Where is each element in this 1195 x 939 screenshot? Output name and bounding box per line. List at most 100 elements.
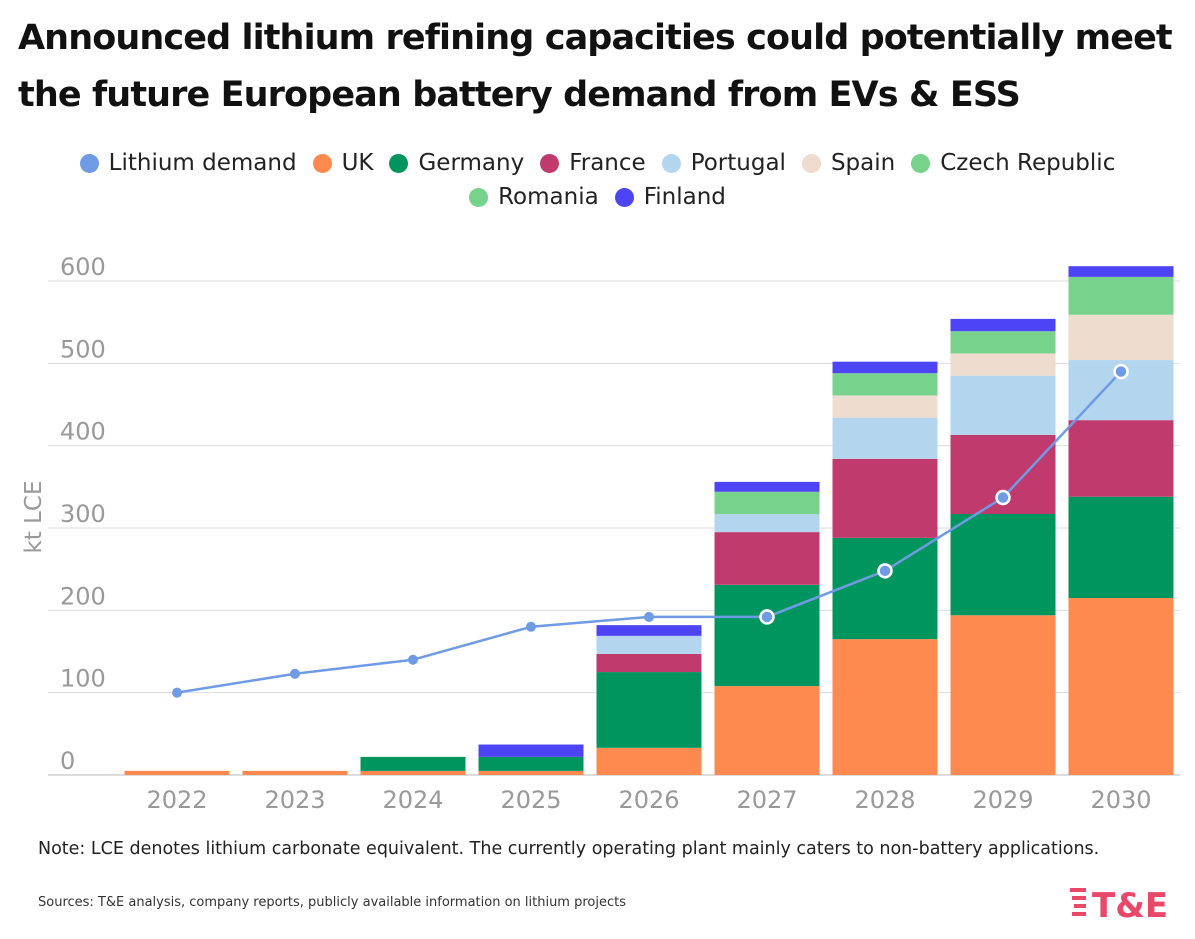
logo-stripes-icon <box>1070 888 1086 916</box>
y-tick-label-0: 0 <box>60 747 75 775</box>
bar-uk-2024 <box>360 770 466 775</box>
bar-germany-2027 <box>714 584 820 687</box>
axes: 0 100 200 300 400 500 600 kt LCE 2022 2023 2024 202… <box>21 253 1152 814</box>
bar-finland-2027 <box>714 481 820 492</box>
legend-swatch-spain <box>801 153 821 173</box>
legend-swatch-france <box>540 153 560 173</box>
demand-point-2027 <box>759 609 775 625</box>
x-tick-label-2029: 2029 <box>972 786 1033 814</box>
bars <box>124 266 1174 775</box>
y-tick-label-100: 100 <box>60 665 106 693</box>
demand-point-2025 <box>526 621 536 632</box>
legend-label-czech-republic: Czech Republic <box>940 150 1116 176</box>
legend-swatch-romania <box>469 187 489 207</box>
legend-item-spain: Spain <box>801 150 896 176</box>
bar-spain-2030 <box>1068 314 1174 361</box>
bar-portugal-2027 <box>714 514 820 533</box>
legend-swatch-uk <box>312 153 332 173</box>
y-tick-label-400: 400 <box>60 418 106 446</box>
legend-item-uk: UK <box>312 150 374 176</box>
bar-germany-2025 <box>478 756 584 771</box>
legend-label-spain: Spain <box>830 150 896 176</box>
legend-label-lithium-demand: Lithium demand <box>108 150 297 176</box>
bar-germany-2030 <box>1068 496 1174 598</box>
bar-portugal-2029 <box>950 375 1056 435</box>
bar-finland-2029 <box>950 318 1056 332</box>
demand-line <box>172 363 1129 698</box>
y-tick-label-600: 600 <box>60 253 106 281</box>
bar-finland-2025 <box>478 744 584 757</box>
chart-sources: Sources: T&E analysis, company reports, … <box>38 895 626 910</box>
bar-portugal-2028 <box>832 417 938 459</box>
bar-finland-2026 <box>596 625 702 636</box>
bar-uk-2028 <box>832 639 938 775</box>
legend: Lithium demand UK Germany France Portuga… <box>0 146 1195 214</box>
bar-france-2030 <box>1068 420 1174 497</box>
legend-label-germany: Germany <box>418 150 525 176</box>
bar-finland-2030 <box>1068 266 1174 277</box>
bar-uk-2030 <box>1068 597 1174 775</box>
legend-label-uk: UK <box>341 150 374 176</box>
legend-row-1: Lithium demand UK Germany France Portuga… <box>0 146 1195 180</box>
legend-swatch-portugal <box>661 153 681 173</box>
bar-finland-2028 <box>832 361 938 374</box>
demand-point-2026 <box>644 611 654 622</box>
bar-czech-republic-2030 <box>1068 276 1174 315</box>
bar-uk-2023 <box>242 770 348 775</box>
x-tick-label-2024: 2024 <box>382 786 443 814</box>
demand-point-2024 <box>408 654 418 665</box>
x-tick-label-2023: 2023 <box>264 786 325 814</box>
legend-swatch-germany <box>389 153 409 173</box>
legend-swatch-lithium-demand <box>79 153 99 173</box>
bar-france-2026 <box>596 653 702 673</box>
te-logo: T&E <box>1070 886 1168 926</box>
x-tick-label-2030: 2030 <box>1090 786 1151 814</box>
demand-point-2030 <box>1113 363 1129 380</box>
bar-czech-republic-2027 <box>714 491 820 515</box>
legend-label-finland: Finland <box>643 184 726 210</box>
legend-item-finland: Finland <box>614 184 726 210</box>
y-tick-label-300: 300 <box>60 500 106 528</box>
chart-title: Announced lithium refining capacities co… <box>18 10 1188 124</box>
bar-germany-2026 <box>596 672 702 748</box>
bar-uk-2025 <box>478 770 584 775</box>
legend-swatch-finland <box>614 187 634 207</box>
x-tick-label-2027: 2027 <box>736 786 797 814</box>
x-tick-label-2022: 2022 <box>146 786 207 814</box>
demand-point-2029 <box>995 489 1011 506</box>
legend-item-france: France <box>540 150 646 176</box>
legend-swatch-czech-republic <box>911 153 931 173</box>
title-line-1: Announced lithium refining capacities co… <box>18 18 1173 58</box>
legend-row-2: Romania Finland <box>0 180 1195 214</box>
x-tick-label-2025: 2025 <box>500 786 561 814</box>
demand-point-2023 <box>290 668 300 679</box>
bar-uk-2022 <box>124 770 230 775</box>
bar-uk-2029 <box>950 615 1056 775</box>
bar-france-2027 <box>714 532 820 585</box>
bar-spain-2029 <box>950 353 1056 376</box>
legend-label-france: France <box>569 150 646 176</box>
title-line-2: the future European battery demand from … <box>18 75 1021 115</box>
chart-note: Note: LCE denotes lithium carbonate equi… <box>38 839 1100 859</box>
bar-czech-republic-2028 <box>832 373 938 396</box>
bar-germany-2029 <box>950 514 1056 616</box>
bar-germany-2024 <box>360 756 466 771</box>
bar-france-2028 <box>832 458 938 538</box>
legend-label-romania: Romania <box>498 184 599 210</box>
legend-item-czech-republic: Czech Republic <box>911 150 1115 176</box>
demand-point-2022 <box>172 687 182 698</box>
stacked-bar-chart: 0 100 200 300 400 500 600 kt LCE 2022 2023 2024 202… <box>21 253 1180 814</box>
bar-germany-2028 <box>832 537 938 640</box>
gridlines <box>48 280 1180 776</box>
legend-label-portugal: Portugal <box>690 150 786 176</box>
y-axis-title: kt LCE <box>21 480 47 553</box>
legend-item-romania: Romania <box>469 184 599 210</box>
legend-item-portugal: Portugal <box>661 150 786 176</box>
bar-uk-2027 <box>714 686 820 775</box>
y-tick-label-500: 500 <box>60 335 106 363</box>
x-tick-label-2026: 2026 <box>618 786 679 814</box>
x-tick-label-2028: 2028 <box>854 786 915 814</box>
y-tick-label-200: 200 <box>60 582 106 610</box>
demand-point-2028 <box>877 563 893 579</box>
bar-czech-republic-2029 <box>950 331 1056 354</box>
